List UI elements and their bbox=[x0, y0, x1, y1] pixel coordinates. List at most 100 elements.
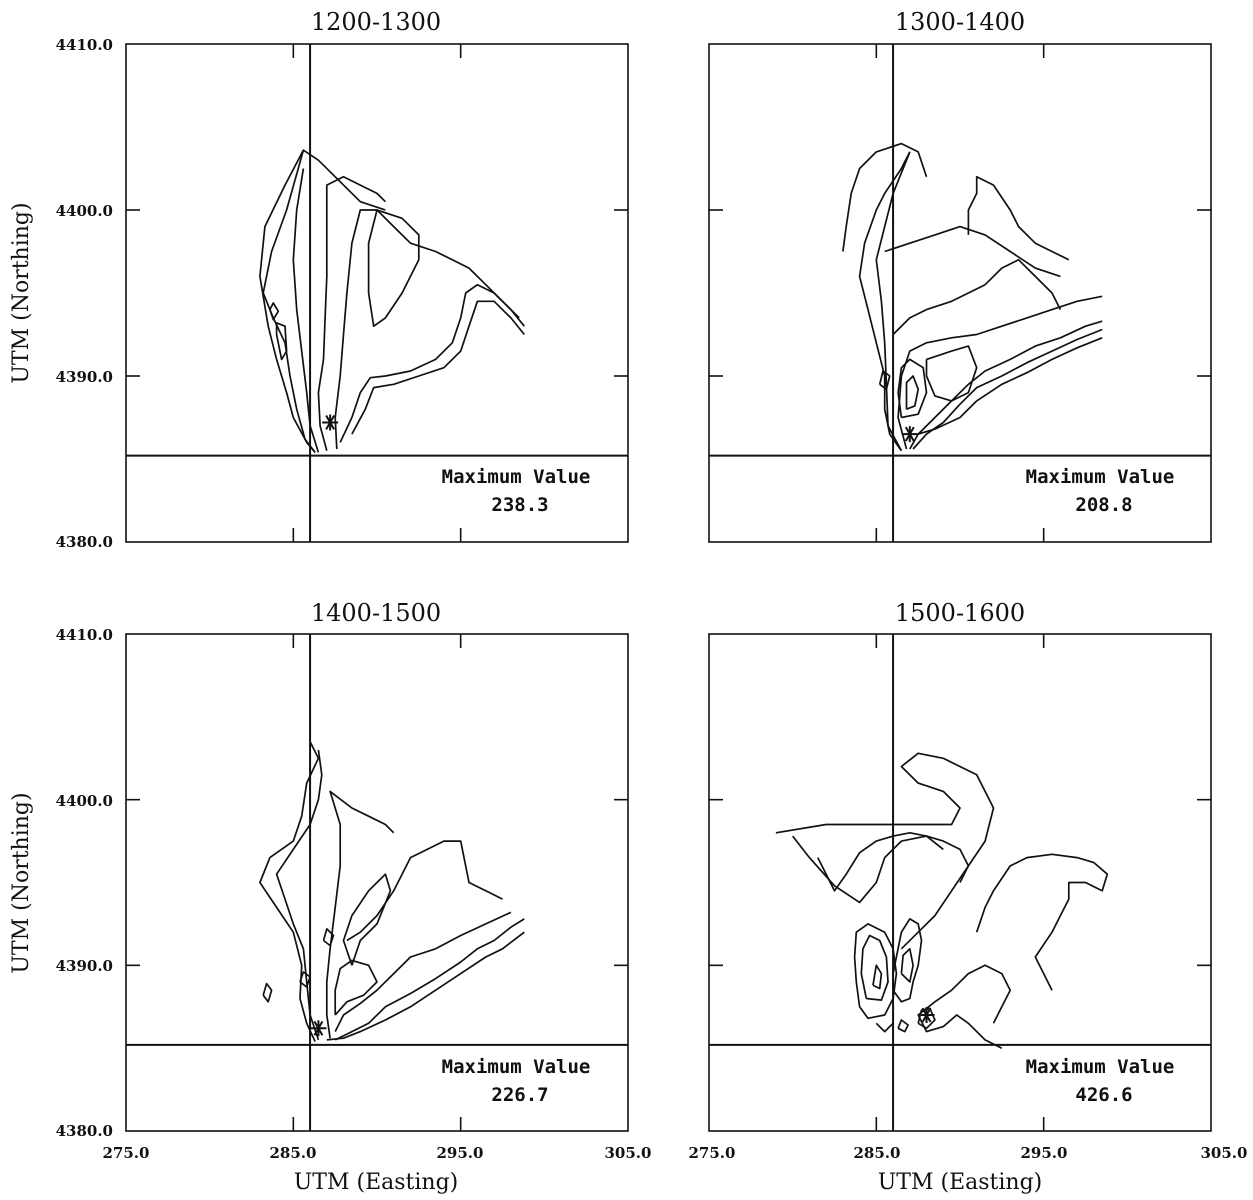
contour-line bbox=[792, 835, 970, 904]
panel-title: 1400-1500 bbox=[311, 599, 441, 627]
contour-line bbox=[917, 964, 1012, 1049]
reference-lines bbox=[709, 44, 1211, 542]
contour-line bbox=[975, 853, 1109, 991]
x-tick-label: 295.0 bbox=[1021, 1144, 1068, 1162]
contour-line bbox=[905, 375, 920, 410]
max-value-number: 226.7 bbox=[491, 1084, 548, 1106]
contour-line bbox=[334, 959, 378, 1016]
plot-frame bbox=[125, 43, 629, 543]
contour-line bbox=[275, 749, 323, 1041]
contour-line bbox=[875, 1022, 894, 1033]
panel-1500-1600: 1500-1600 Maximum Value 426.6 bbox=[708, 599, 1212, 1132]
contour-line bbox=[884, 225, 1061, 278]
panel-title: 1200-1300 bbox=[311, 8, 441, 36]
tick-marks bbox=[126, 44, 628, 542]
x-tick-label: 295.0 bbox=[437, 1144, 484, 1162]
contour-line bbox=[892, 258, 1062, 336]
contour-line bbox=[858, 151, 911, 452]
contour-line bbox=[334, 918, 525, 1041]
contour-lines bbox=[775, 752, 1109, 1049]
contour-line bbox=[967, 175, 1070, 261]
x-axis-label: UTM (Easting) bbox=[294, 1170, 459, 1195]
contour-lines bbox=[842, 142, 1103, 452]
contour-line bbox=[317, 175, 386, 451]
panel-1300-1400: 1300-1400 Maximum Value 208.8 bbox=[708, 8, 1212, 543]
max-value-number: 238.3 bbox=[491, 494, 548, 516]
y-tick-label: 4400.0 bbox=[56, 202, 113, 220]
contour-lines bbox=[259, 149, 525, 453]
x-tick-label: 275.0 bbox=[689, 1144, 736, 1162]
contour-line bbox=[909, 320, 1103, 450]
contour-line bbox=[875, 151, 911, 452]
contour-line bbox=[912, 328, 1103, 450]
contour-lines bbox=[259, 741, 525, 1042]
panel-1200-1300: 1200-1300 Maximum Value 238.3 bbox=[125, 8, 629, 543]
reference-lines bbox=[126, 634, 628, 1131]
contour-line bbox=[900, 947, 914, 983]
contour-line bbox=[259, 149, 386, 453]
contour-line bbox=[334, 209, 520, 450]
max-value-label: Maximum Value bbox=[1026, 1056, 1175, 1078]
x-tick-label: 285.0 bbox=[854, 1144, 901, 1162]
contour-line bbox=[897, 295, 1103, 450]
plot-frame bbox=[708, 633, 1212, 1132]
contour-line bbox=[917, 337, 1103, 435]
peak-marker bbox=[322, 414, 339, 431]
max-value-number: 208.8 bbox=[1075, 494, 1132, 516]
x-axis-label: UTM (Easting) bbox=[878, 1170, 1043, 1195]
max-value-label: Maximum Value bbox=[1026, 466, 1175, 488]
contour-line bbox=[853, 923, 898, 1020]
contour-line bbox=[262, 149, 316, 453]
panel-title: 1300-1400 bbox=[895, 8, 1025, 36]
contour-line bbox=[842, 142, 928, 252]
contour-line bbox=[367, 209, 420, 328]
plot-frame bbox=[708, 43, 1212, 543]
contour-line bbox=[269, 302, 280, 321]
y-tick-label: 4410.0 bbox=[56, 626, 113, 644]
y-axis-label: UTM (Northing) bbox=[9, 202, 34, 383]
contour-line bbox=[775, 752, 995, 950]
max-value-number: 426.6 bbox=[1075, 1084, 1132, 1106]
max-value-label: Maximum Value bbox=[442, 1056, 591, 1078]
x-tick-label: 305.0 bbox=[605, 1144, 652, 1162]
reference-lines bbox=[126, 44, 628, 542]
contour-line bbox=[334, 911, 512, 1032]
contour-line bbox=[817, 831, 944, 892]
tick-marks bbox=[709, 634, 1211, 1131]
contour-line bbox=[860, 934, 889, 1001]
panel-1400-1500: 1400-1500 Maximum Value 226.7 bbox=[125, 599, 629, 1132]
y-tick-label: 4380.0 bbox=[56, 1122, 113, 1140]
y-tick-label: 4410.0 bbox=[56, 36, 113, 54]
contour-line bbox=[897, 1019, 909, 1033]
peak-marker bbox=[918, 1007, 935, 1024]
contour-line bbox=[275, 322, 288, 361]
tick-marks bbox=[126, 634, 628, 1131]
contour-line bbox=[892, 918, 923, 1003]
peak-marker bbox=[901, 426, 918, 443]
contour-line bbox=[872, 964, 883, 990]
contour-line bbox=[339, 283, 525, 443]
peak-marker bbox=[310, 1020, 327, 1037]
contour-line bbox=[322, 928, 335, 947]
contour-line bbox=[325, 790, 395, 1039]
contour-line bbox=[326, 931, 525, 1041]
y-tick-label: 4380.0 bbox=[56, 533, 113, 551]
y-tick-label: 4390.0 bbox=[56, 368, 113, 386]
contour-line bbox=[878, 370, 891, 391]
x-tick-label: 285.0 bbox=[270, 1144, 317, 1162]
contour-line bbox=[262, 982, 273, 1003]
max-value-label: Maximum Value bbox=[442, 466, 591, 488]
contour-line bbox=[342, 873, 392, 966]
contour-line bbox=[351, 300, 525, 435]
y-tick-label: 4400.0 bbox=[56, 792, 113, 810]
contour-line bbox=[346, 840, 503, 942]
contour-line bbox=[897, 358, 928, 419]
y-axis-label: UTM (Northing) bbox=[9, 792, 34, 973]
x-tick-label: 275.0 bbox=[103, 1144, 150, 1162]
reference-lines bbox=[709, 634, 1211, 1131]
x-tick-label: 305.0 bbox=[1201, 1144, 1248, 1162]
contour-line bbox=[925, 345, 978, 402]
panel-title: 1500-1600 bbox=[895, 599, 1025, 627]
tick-marks bbox=[709, 44, 1211, 542]
